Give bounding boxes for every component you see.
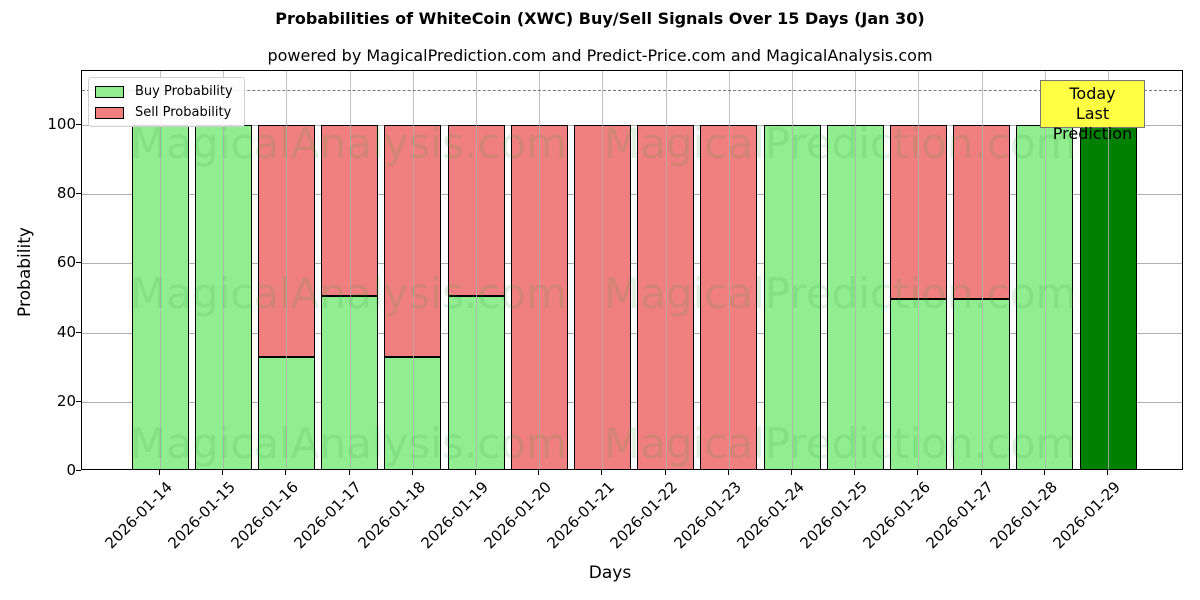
legend: Buy Probability Sell Probability	[88, 77, 245, 127]
x-tick-label: 2026-01-20	[480, 478, 555, 553]
gridline-x	[918, 71, 920, 469]
x-tick-mark	[1107, 470, 1108, 475]
gridline-y	[82, 263, 1182, 265]
y-axis-label: Probability	[15, 227, 35, 317]
x-tick-label: 2026-01-22	[606, 478, 682, 553]
x-tick-mark	[664, 470, 666, 475]
x-tick-label: 2026-01-24	[733, 478, 808, 553]
y-tick-label: 80	[56, 184, 76, 203]
gridline-x	[728, 71, 730, 469]
y-tick-mark	[76, 193, 81, 195]
x-tick-mark	[854, 470, 856, 475]
plot-area: MagicalAnalysis.comMagicalPrediction.com…	[81, 70, 1183, 470]
y-tick-label: 100	[47, 114, 76, 133]
y-tick-mark	[76, 331, 81, 333]
x-tick-mark	[348, 470, 350, 475]
legend-label-sell: Sell Probability	[135, 105, 232, 120]
annotation-line-2: Last Prediction	[1052, 104, 1133, 143]
x-tick-label: 2026-01-16	[227, 478, 303, 553]
chart-subtitle: powered by MagicalPrediction.com and Pre…	[267, 46, 933, 65]
x-tick-mark	[538, 470, 540, 475]
y-tick-mark	[76, 400, 81, 402]
gridline-x	[792, 71, 793, 469]
today-annotation: Today Last Prediction	[1040, 80, 1145, 143]
x-tick-mark	[1043, 470, 1045, 475]
gridline-y	[82, 401, 1182, 403]
gridline-y	[82, 194, 1182, 196]
gridline-x	[981, 71, 983, 469]
chart-title: Probabilities of WhiteCoin (XWC) Buy/Sel…	[275, 9, 925, 28]
x-tick-label: 2026-01-29	[1049, 478, 1124, 553]
x-tick-label: 2026-01-18	[354, 478, 429, 553]
x-tick-mark	[980, 470, 982, 475]
gridline-x	[412, 71, 414, 469]
legend-item-sell: Sell Probability	[95, 105, 231, 120]
gridline-y	[82, 124, 1182, 126]
gridline-y	[82, 332, 1182, 334]
x-tick-mark	[601, 470, 603, 475]
gridline-x	[160, 71, 161, 469]
gridline-x	[223, 71, 225, 469]
x-tick-mark	[791, 470, 792, 475]
x-tick-label: 2026-01-27	[922, 478, 998, 553]
x-tick-label: 2026-01-19	[417, 478, 492, 553]
x-tick-mark	[285, 470, 287, 475]
x-tick-label: 2026-01-28	[986, 478, 1061, 553]
y-tick-label: 0	[66, 461, 76, 479]
x-tick-mark	[159, 470, 160, 475]
y-tick-mark	[76, 123, 81, 125]
x-tick-mark	[411, 470, 413, 475]
x-tick-label: 2026-01-15	[164, 478, 239, 553]
x-tick-label: 2026-01-23	[670, 478, 745, 553]
y-tick-label: 20	[56, 391, 76, 410]
x-tick-label: 2026-01-14	[101, 478, 176, 553]
x-tick-label: 2026-01-21	[543, 478, 619, 553]
gridline-x	[665, 71, 667, 469]
x-tick-mark	[727, 470, 729, 475]
legend-label-buy: Buy Probability	[135, 84, 233, 99]
legend-item-buy: Buy Probability	[95, 84, 233, 99]
gridline-x	[349, 71, 351, 469]
gridline-x	[602, 71, 604, 469]
x-tick-mark	[222, 470, 224, 475]
x-tick-mark	[475, 470, 476, 475]
y-tick-mark	[76, 470, 81, 471]
x-tick-label: 2026-01-26	[859, 478, 935, 553]
x-tick-mark	[917, 470, 919, 475]
gridline-x	[855, 71, 857, 469]
y-tick-label: 60	[56, 253, 76, 272]
y-tick-mark	[76, 262, 81, 264]
x-tick-label: 2026-01-25	[796, 478, 871, 553]
annotation-line-1: Today	[1069, 84, 1116, 103]
gridline-x	[539, 71, 541, 469]
sell-swatch-icon	[95, 106, 124, 119]
x-axis-label: Days	[588, 563, 632, 583]
buy-swatch-icon	[95, 85, 124, 98]
reference-line	[82, 90, 1182, 92]
y-tick-label: 40	[56, 322, 76, 341]
gridline-x	[286, 71, 288, 469]
gridline-x	[1108, 71, 1109, 469]
x-tick-label: 2026-01-17	[290, 478, 366, 553]
gridline-x	[476, 71, 477, 469]
gridline-x	[1044, 71, 1046, 469]
